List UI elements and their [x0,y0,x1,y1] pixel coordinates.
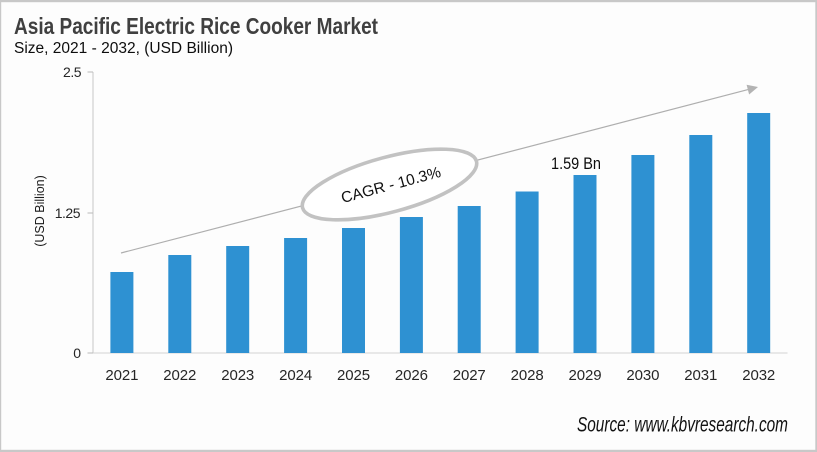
svg-text:(USD Billion): (USD Billion) [33,175,47,247]
svg-text:2032: 2032 [742,367,775,384]
svg-text:2022: 2022 [163,367,196,384]
svg-text:2031: 2031 [684,367,717,384]
svg-text:2024: 2024 [279,367,312,384]
svg-text:2029: 2029 [569,367,602,384]
svg-text:1.59 Bn: 1.59 Bn [551,155,601,173]
svg-text:2.5: 2.5 [63,64,82,80]
svg-text:0: 0 [73,345,81,361]
svg-text:2026: 2026 [395,367,428,384]
svg-text:Asia Pacific Electric Rice Coo: Asia Pacific Electric Rice Cooker Market [14,13,378,39]
svg-text:2030: 2030 [626,367,659,384]
svg-text:2023: 2023 [221,367,254,384]
svg-text:2028: 2028 [511,367,544,384]
svg-text:1.25: 1.25 [55,205,81,221]
svg-text:2021: 2021 [105,367,138,384]
svg-text:2025: 2025 [337,367,370,384]
svg-text:Size, 2021 - 2032, (USD Billio: Size, 2021 - 2032, (USD Billion) [14,40,233,57]
svg-text:2027: 2027 [453,367,486,384]
svg-text:Source: www.kbvresearch.com: Source: www.kbvresearch.com [577,414,788,437]
